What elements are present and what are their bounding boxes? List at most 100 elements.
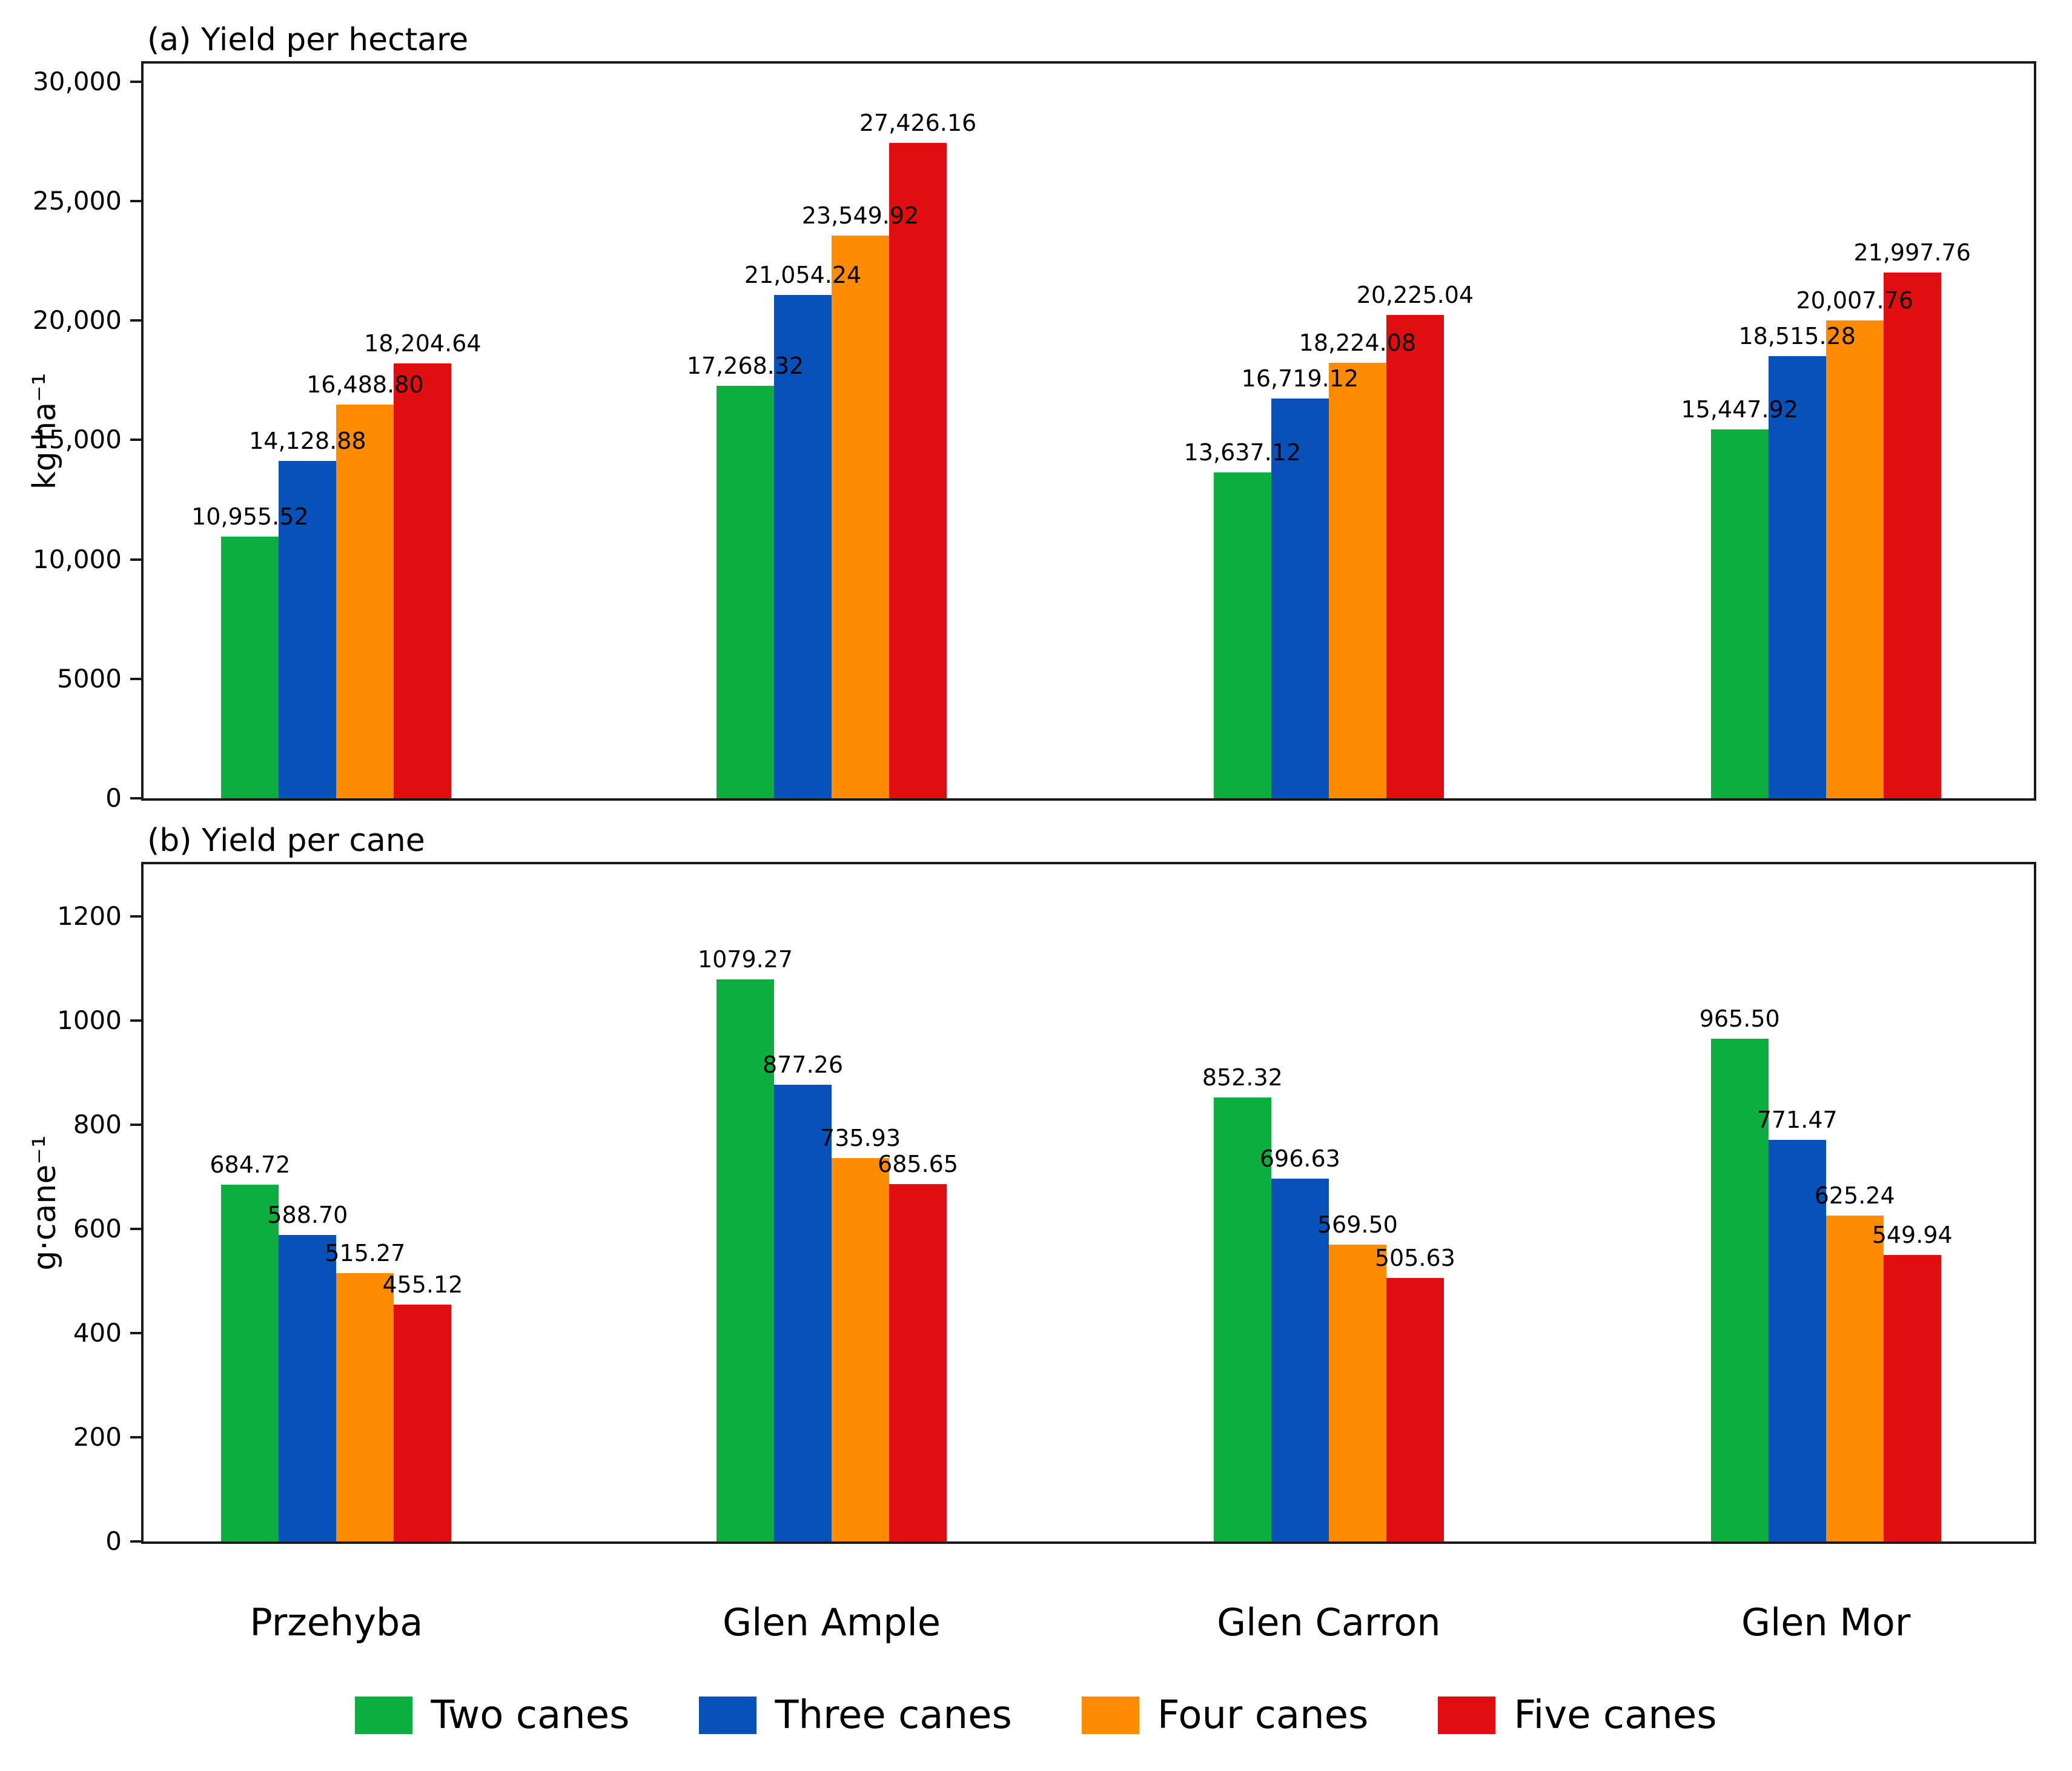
y-tick-label: 1200 (57, 901, 122, 931)
bar-value-label: 21,054.24 (744, 262, 862, 289)
bar (889, 143, 947, 798)
y-tick-label: 25,000 (33, 185, 122, 216)
bar (1883, 273, 1941, 798)
bar-value-label: 14,128.88 (249, 427, 366, 454)
bar (221, 1185, 279, 1541)
bar (336, 1273, 394, 1541)
bar-value-label: 685.65 (878, 1151, 959, 1178)
bar-value-label: 965.50 (1699, 1005, 1780, 1032)
bar (832, 236, 890, 798)
bar-value-label: 505.63 (1374, 1245, 1455, 1272)
category-label: Glen Mor (1741, 1600, 1911, 1644)
bar (221, 536, 279, 798)
legend-item: Four canes (1081, 1693, 1369, 1738)
bar-value-label: 16,488.80 (306, 371, 424, 398)
bar (279, 460, 337, 798)
y-tick-label: 400 (73, 1318, 122, 1348)
bar (279, 1234, 337, 1541)
y-tick-label: 10,000 (33, 544, 122, 574)
y-tick-mark (130, 1436, 144, 1438)
panel-a-title: (a) Yield per hectare (147, 22, 469, 58)
legend-label: Four canes (1157, 1693, 1369, 1738)
bar-value-label: 13,637.12 (1183, 439, 1302, 466)
legend-label: Five canes (1514, 1693, 1717, 1738)
y-tick-mark (130, 1228, 144, 1230)
bar-value-label: 21,997.76 (1853, 239, 1971, 266)
bar (774, 1084, 832, 1541)
bar-value-label: 18,515.28 (1738, 322, 1856, 349)
bar-value-label: 18,224.08 (1299, 329, 1417, 357)
y-tick-label: 15,000 (33, 425, 122, 455)
bar (394, 363, 452, 798)
y-tick-mark (130, 319, 144, 322)
bar-value-label: 625.24 (1814, 1182, 1895, 1210)
bar (1213, 1097, 1271, 1541)
legend-swatch-two-canes (355, 1697, 413, 1734)
bar (1328, 363, 1386, 798)
bar (1386, 1278, 1444, 1541)
y-tick-mark (130, 558, 144, 561)
bar (1710, 429, 1769, 798)
y-tick-mark (130, 677, 144, 680)
bar (832, 1158, 890, 1541)
category-label: Glen Carron (1217, 1600, 1441, 1644)
bar (774, 295, 832, 798)
bar (717, 385, 775, 798)
bar (717, 979, 775, 1541)
bar-value-label: 684.72 (210, 1151, 291, 1179)
bar-value-label: 20,225.04 (1356, 282, 1474, 309)
bar-value-label: 10,955.52 (191, 503, 309, 530)
bar (1768, 356, 1826, 798)
bar (1271, 1178, 1329, 1541)
bar (1768, 1139, 1826, 1541)
category-label: Przehyba (250, 1600, 423, 1644)
y-tick-mark (130, 1124, 144, 1126)
y-tick-mark (130, 915, 144, 918)
legend: Two canes Three canes Four canes Five canes (0, 1691, 2072, 1740)
bar-value-label: 16,719.12 (1241, 365, 1359, 392)
bar-value-label: 27,426.16 (859, 110, 977, 137)
bar-value-label: 17,268.32 (686, 352, 804, 379)
bar-value-label: 455.12 (382, 1271, 463, 1298)
bar-value-label: 735.93 (820, 1125, 901, 1152)
y-tick-label: 800 (73, 1110, 122, 1139)
y-tick-label: 600 (73, 1214, 122, 1243)
bar (1328, 1245, 1386, 1541)
y-tick-label: 30,000 (33, 66, 122, 96)
bar-value-label: 771.47 (1756, 1106, 1838, 1133)
bar (394, 1304, 452, 1541)
y-tick-label: 200 (73, 1422, 122, 1452)
bar-value-label: 20,007.76 (1796, 286, 1913, 314)
bar-value-label: 15,447.92 (1681, 396, 1798, 423)
bar (889, 1184, 947, 1541)
bar-value-label: 852.32 (1202, 1064, 1283, 1091)
bar (1883, 1255, 1941, 1541)
bar-value-label: 549.94 (1872, 1222, 1953, 1249)
bar-value-label: 588.70 (267, 1201, 348, 1228)
bar-value-label: 569.50 (1317, 1211, 1398, 1239)
bar (336, 404, 394, 798)
bar-value-label: 1079.27 (697, 945, 793, 973)
bar-value-label: 696.63 (1259, 1145, 1340, 1172)
bar (1825, 320, 1884, 798)
bar (1271, 399, 1329, 798)
y-tick-mark (130, 199, 144, 202)
bar (1386, 315, 1444, 798)
panel-b-title: (b) Yield per cane (147, 823, 425, 859)
legend-swatch-five-canes (1438, 1697, 1496, 1734)
bar (1213, 472, 1271, 798)
legend-swatch-three-canes (699, 1697, 757, 1734)
legend-label: Two canes (431, 1693, 630, 1738)
legend-item: Five canes (1438, 1693, 1717, 1738)
bar (1825, 1216, 1884, 1541)
legend-label: Three canes (775, 1693, 1012, 1738)
legend-item: Two canes (355, 1696, 629, 1735)
y-tick-label: 0 (105, 783, 122, 813)
y-tick-label: 0 (105, 1526, 122, 1556)
legend-swatch-four-canes (1081, 1697, 1139, 1734)
y-tick-mark (130, 80, 144, 83)
bar-value-label: 18,204.64 (364, 329, 482, 357)
y-tick-label: 20,000 (33, 305, 122, 336)
bar-value-label: 515.27 (325, 1239, 406, 1266)
